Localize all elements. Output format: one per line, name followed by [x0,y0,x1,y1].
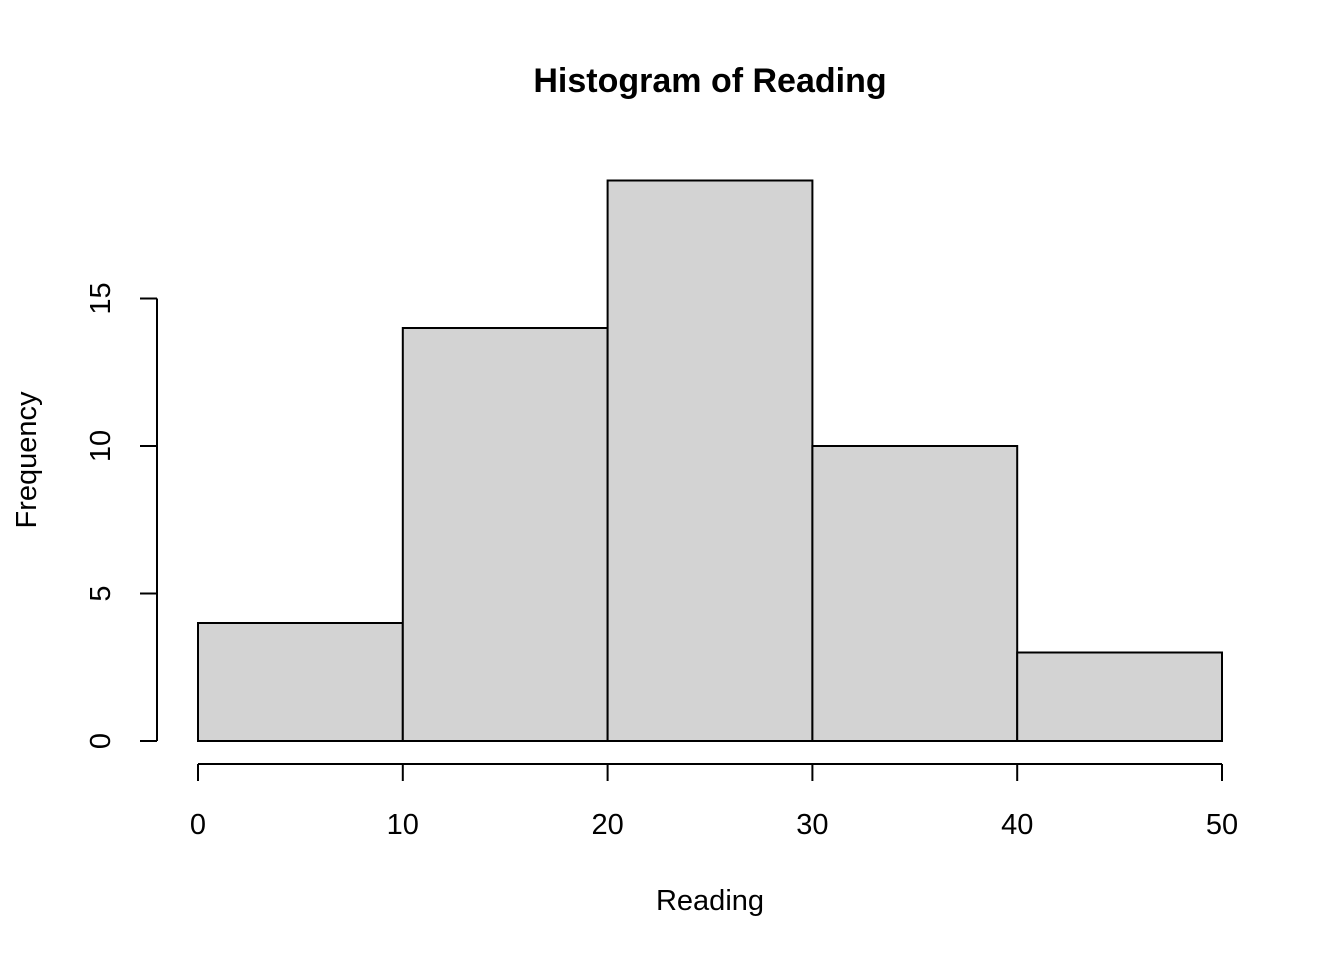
histogram-bar [1016,651,1224,742]
x-tick-label: 50 [1206,809,1238,841]
x-tick-label: 10 [387,809,419,841]
x-tick-label: 40 [1001,809,1033,841]
y-tick-label: 10 [85,430,117,462]
y-axis-label: Frequency [11,391,43,529]
x-tick-label: 0 [190,809,206,841]
x-axis-label: Reading [656,885,764,917]
x-tick-label: 30 [796,809,828,841]
y-axis: 0 5 10 15 [85,282,158,749]
x-tick-label: 20 [591,809,623,841]
histogram-bar [606,179,814,742]
bars-group [197,179,1224,742]
histogram-bar [197,622,404,742]
y-tick-label: 15 [85,282,117,314]
histogram-bar [401,327,609,742]
chart-title: Histogram of Reading [533,62,886,100]
x-axis: 0 10 20 30 40 50 [190,763,1238,841]
y-tick-label: 5 [85,585,117,601]
histogram-bar [811,445,1019,742]
y-tick-label: 0 [85,733,117,749]
